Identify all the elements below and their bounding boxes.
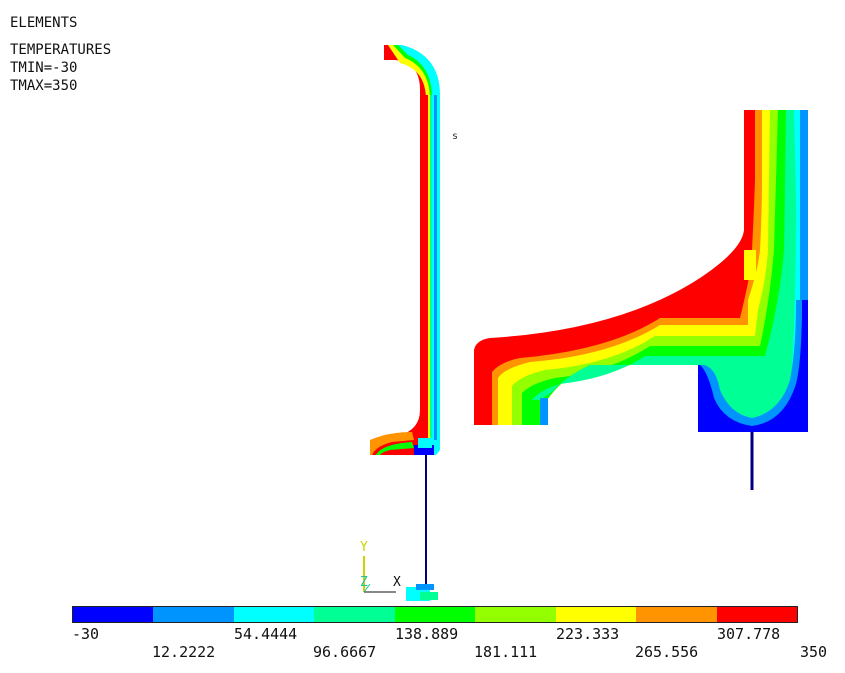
legend-swatch-6 [475,607,556,622]
legend-swatch-1 [73,607,154,622]
legend-tick-label: 96.6667 [313,643,377,661]
triad-z-label: Z [360,575,368,590]
legend-tick-label: 54.4444 [234,625,298,643]
legend-tick-label: 307.778 [717,625,781,643]
legend-tick-label: 181.111 [474,643,538,661]
legend-swatch-2 [153,607,234,622]
title-elements: ELEMENTS [10,15,78,31]
triad [363,556,396,593]
temperature-color-bar [72,606,798,623]
triad-y-label: Y [360,540,368,555]
legend-swatch-8 [636,607,717,622]
legend-tick-label: 265.556 [635,643,699,661]
legend-tick-label: 138.889 [395,625,459,643]
legend-swatch-7 [555,607,637,622]
legend-tick-label: 350 [800,643,828,661]
legend-swatch-3 [233,607,315,622]
legend-swatch-9 [716,607,797,622]
legend-tick-label: 12.2222 [152,643,216,661]
legend-tick-label: -30 [72,625,100,643]
tmin-label: TMIN=-30 [10,60,78,76]
legend-swatch-5 [394,607,476,622]
tmax-label: TMAX=350 [10,78,78,94]
title-temperatures: TEMPERATURES [10,42,112,58]
mesh-links [406,430,754,601]
detail-view [474,110,808,432]
view-marker-label: s [452,131,459,142]
legend-tick-label: 223.333 [556,625,620,643]
legend-swatch-4 [314,607,395,622]
triad-x-label: X [393,575,401,590]
left-profile [370,45,440,455]
